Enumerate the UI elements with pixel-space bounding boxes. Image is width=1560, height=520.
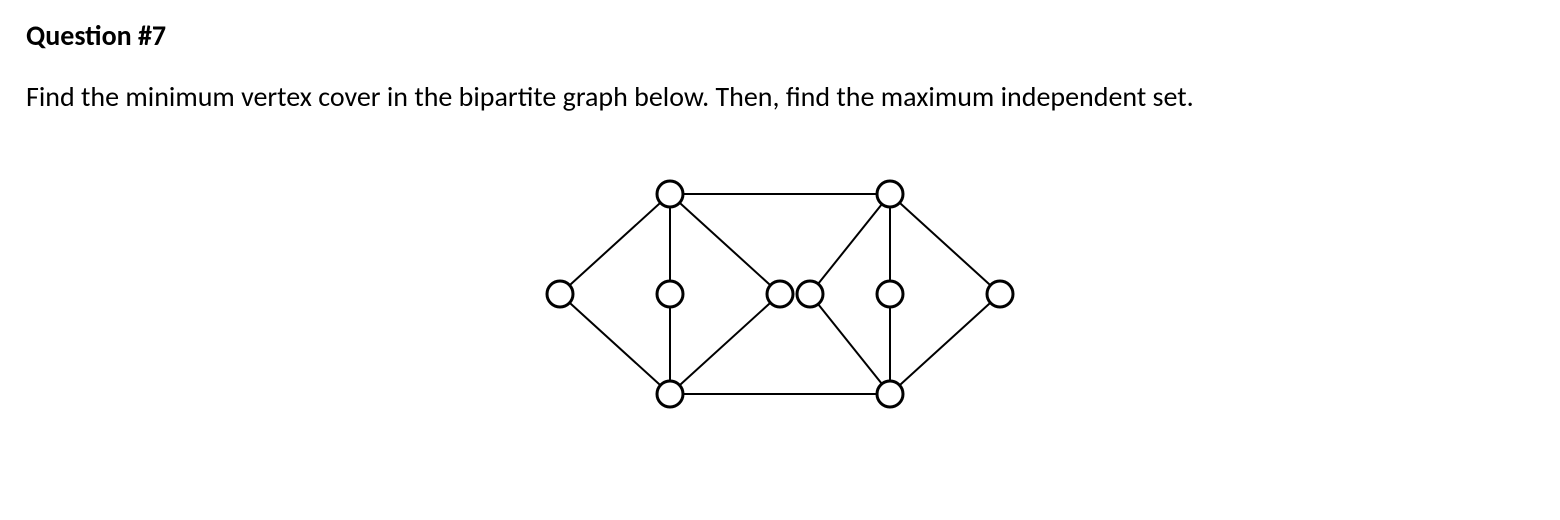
question-prompt: Find the minimum vertex cover in the bip… xyxy=(26,79,1534,114)
graph-edge xyxy=(560,294,670,394)
graph-edge xyxy=(810,194,890,294)
graph-node xyxy=(877,181,903,207)
graph-node xyxy=(767,281,793,307)
graph-edge xyxy=(670,294,780,394)
page-root: Question #7 Find the minimum vertex cove… xyxy=(0,0,1560,520)
graph-node xyxy=(877,281,903,307)
graph-edge xyxy=(890,194,1000,294)
question-title: Question #7 xyxy=(26,18,1534,53)
graph-edge xyxy=(670,194,780,294)
graph-edge xyxy=(810,294,890,394)
graph-node xyxy=(987,281,1013,307)
graph-edge xyxy=(560,194,670,294)
graph-node xyxy=(657,281,683,307)
graph-nodes xyxy=(547,181,1013,407)
graph-node xyxy=(657,381,683,407)
graph-node xyxy=(877,381,903,407)
graph-container xyxy=(26,154,1534,434)
graph-node xyxy=(547,281,573,307)
graph-node xyxy=(657,181,683,207)
graph-edge xyxy=(890,294,1000,394)
graph-node xyxy=(797,281,823,307)
bipartite-graph xyxy=(500,154,1060,434)
